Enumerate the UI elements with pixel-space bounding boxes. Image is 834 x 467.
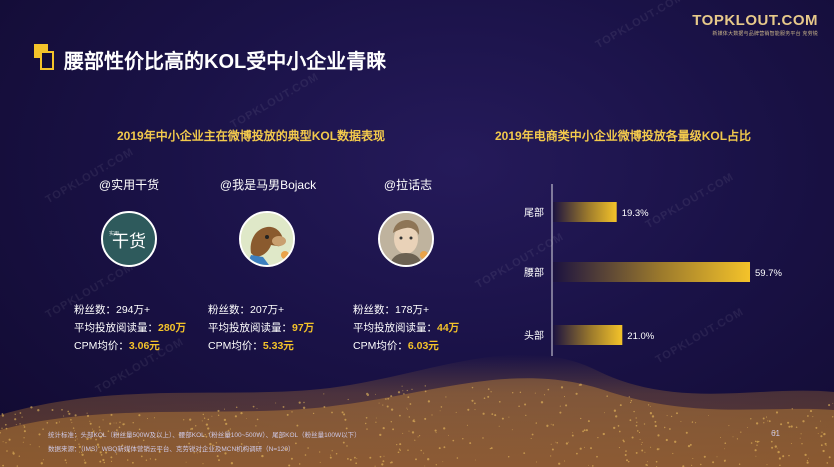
portrait-avatar-icon xyxy=(378,211,434,267)
fans-stat: 粉丝数：178万+ xyxy=(353,304,430,316)
reads-stat: 平均投放阅读量：44万 xyxy=(353,322,460,334)
kol-share-bar-chart: 尾部 19.3% 腰部 59.7% 头部 21.0% xyxy=(524,184,782,356)
category-label: 腰部 xyxy=(524,266,544,279)
fans-stat: 粉丝数：207万+ xyxy=(208,304,285,316)
dry-goods-logo-icon: 实用 干货 xyxy=(101,211,157,267)
bar xyxy=(553,325,623,345)
brand-logo: TOPKLOUT.COM 新媒体大数据与品牌营销智能服务平台 克劳锐 xyxy=(692,12,818,37)
chart-title: 2019年电商类中小企业微博投放各量级KOL占比 xyxy=(495,129,752,143)
reads-stat: 平均投放阅读量：97万 xyxy=(208,322,315,334)
avatar-small-text: 实用 xyxy=(109,231,120,237)
category-label: 头部 xyxy=(524,329,544,342)
footnote-criteria: 统计标准：头部KOL（粉丝量500W及以上）、腰部KOL（粉丝量100~500W… xyxy=(48,432,361,439)
value-label: 19.3% xyxy=(622,208,649,219)
reads-stat: 平均投放阅读量：280万 xyxy=(74,322,187,334)
cpm-stat: CPM均价：6.03元 xyxy=(353,340,439,352)
value-label: 59.7% xyxy=(755,268,782,279)
page-number: 61 xyxy=(771,429,780,438)
left-section-title: 2019年中小企业主在微博投放的典型KOL数据表现 xyxy=(117,129,386,143)
category-label: 尾部 xyxy=(524,206,544,219)
horse-cartoon-avatar-icon xyxy=(239,211,295,267)
cpm-stat: CPM均价：3.06元 xyxy=(74,340,160,352)
avatar-text: 干货 xyxy=(112,232,146,251)
fans-stat: 粉丝数：294万+ xyxy=(74,304,151,316)
title-marker-icon xyxy=(34,44,54,70)
cpm-stat: CPM均价：5.33元 xyxy=(208,340,294,352)
page-title: 腰部性价比高的KOL受中小企业青睐 xyxy=(64,51,387,73)
kol-handle: @拉话志 xyxy=(383,178,433,192)
kol-handle: @实用干货 xyxy=(98,178,160,192)
brand-name: TOPKLOUT.COM xyxy=(692,12,818,29)
bar xyxy=(553,262,751,282)
footnote-source: 数据来源：（IMS）WBQ新媒体营销云平台、克劳锐对企业及MCN机构调研（N=1… xyxy=(48,446,295,453)
bar xyxy=(553,202,617,222)
kol-handle: @我是马男Bojack xyxy=(219,178,317,192)
brand-tagline: 新媒体大数据与品牌营销智能服务平台 克劳锐 xyxy=(712,31,818,37)
value-label: 21.0% xyxy=(627,331,654,342)
